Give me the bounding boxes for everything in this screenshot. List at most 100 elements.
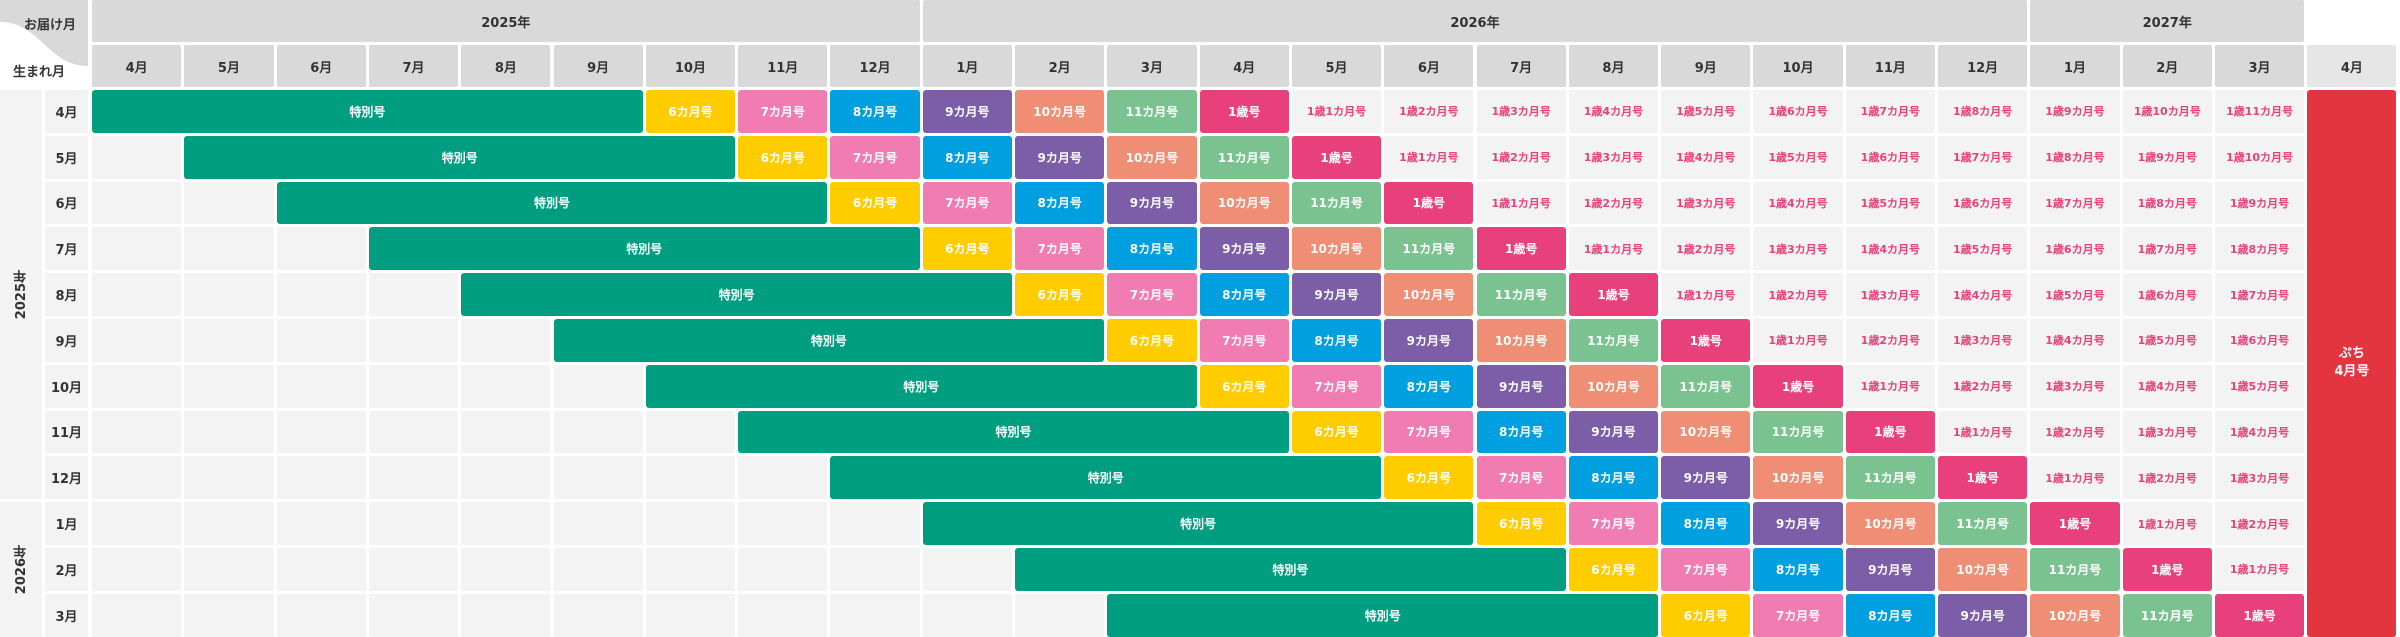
issue-age-cell[interactable]: 1歳8カ月号 <box>2214 227 2305 271</box>
issue-age-cell[interactable]: 1歳3カ月号 <box>2030 364 2120 408</box>
issue-cell[interactable]: 11カ月号 <box>1384 227 1474 271</box>
issue-age-cell[interactable]: 1歳4カ月号 <box>1845 227 1935 271</box>
issue-cell[interactable]: 11カ月号 <box>2030 548 2120 591</box>
issue-age-cell[interactable]: 1歳4カ月号 <box>2214 410 2305 454</box>
issue-cell[interactable]: 6カ月号 <box>1199 364 1289 408</box>
special-issue-block[interactable]: 特別号 <box>1015 548 1566 591</box>
issue-age-cell[interactable]: 1歳10カ月号 <box>2122 90 2212 133</box>
issue-age-cell[interactable]: 1歳3カ月号 <box>1476 90 1566 133</box>
issue-cell[interactable]: 6カ月号 <box>1476 502 1566 545</box>
issue-age-cell[interactable]: 1歳2カ月号 <box>1938 364 2028 408</box>
issue-cell[interactable]: 8カ月号 <box>1476 410 1566 454</box>
issue-age-cell[interactable]: 1歳7カ月号 <box>1938 135 2028 179</box>
issue-cell[interactable]: 11カ月号 <box>1291 181 1382 225</box>
issue-age-cell[interactable]: 1歳1カ月号 <box>1845 364 1935 408</box>
issue-age-cell[interactable]: 1歳8カ月号 <box>1938 90 2028 133</box>
issue-age-cell[interactable]: 1歳2カ月号 <box>1753 273 1843 316</box>
issue-age-cell[interactable]: 1歳1カ月号 <box>1384 135 1474 179</box>
issue-cell[interactable]: 9カ月号 <box>1199 227 1289 271</box>
special-issue-block[interactable]: 特別号 <box>1107 593 1659 637</box>
issue-age-cell[interactable]: 1歳5カ月号 <box>2214 364 2305 408</box>
issue-cell[interactable]: 6カ月号 <box>1384 456 1474 500</box>
issue-cell[interactable]: 9カ月号 <box>1476 364 1566 408</box>
issue-age-cell[interactable]: 1歳3カ月号 <box>2122 410 2212 454</box>
issue-cell[interactable]: 1歳号 <box>1384 181 1474 225</box>
issue-age-cell[interactable]: 1歳6カ月号 <box>2122 273 2212 316</box>
issue-cell[interactable]: 1歳号 <box>1661 319 1751 362</box>
issue-age-cell[interactable]: 1歳1カ月号 <box>1753 319 1843 362</box>
issue-cell[interactable]: 10カ月号 <box>1845 502 1935 545</box>
issue-age-cell[interactable]: 1歳3カ月号 <box>1661 181 1751 225</box>
issue-age-cell[interactable]: 1歳3カ月号 <box>1845 273 1935 316</box>
issue-age-cell[interactable]: 1歳1カ月号 <box>1291 90 1382 133</box>
issue-age-cell[interactable]: 1歳2カ月号 <box>2214 502 2305 545</box>
issue-age-cell[interactable]: 1歳8カ月号 <box>2122 181 2212 225</box>
issue-age-cell[interactable]: 1歳6カ月号 <box>1753 90 1843 133</box>
final-issue-block[interactable]: ぷち 4月号 <box>2307 90 2397 637</box>
issue-age-cell[interactable]: 1歳5カ月号 <box>1845 181 1935 225</box>
issue-cell[interactable]: 10カ月号 <box>1568 364 1659 408</box>
issue-cell[interactable]: 7カ月号 <box>1199 319 1289 362</box>
special-issue-block[interactable]: 特別号 <box>645 364 1197 408</box>
issue-age-cell[interactable]: 1歳2カ月号 <box>2030 410 2120 454</box>
issue-cell[interactable]: 6カ月号 <box>738 135 828 179</box>
issue-cell[interactable]: 9カ月号 <box>1291 273 1382 316</box>
issue-age-cell[interactable]: 1歳1カ月号 <box>2122 502 2212 545</box>
issue-cell[interactable]: 9カ月号 <box>1938 593 2028 637</box>
special-issue-block[interactable]: 特別号 <box>184 135 736 179</box>
issue-age-cell[interactable]: 1歳6カ月号 <box>2030 227 2120 271</box>
issue-cell[interactable]: 1歳号 <box>1476 227 1566 271</box>
issue-cell[interactable]: 8カ月号 <box>1291 319 1382 362</box>
issue-age-cell[interactable]: 1歳2カ月号 <box>1384 90 1474 133</box>
issue-cell[interactable]: 9カ月号 <box>1568 410 1659 454</box>
issue-age-cell[interactable]: 1歳5カ月号 <box>2030 273 2120 316</box>
issue-cell[interactable]: 10カ月号 <box>1476 319 1566 362</box>
special-issue-block[interactable]: 特別号 <box>553 319 1105 362</box>
issue-cell[interactable]: 6カ月号 <box>830 181 920 225</box>
issue-cell[interactable]: 10カ月号 <box>1661 410 1751 454</box>
issue-cell[interactable]: 6カ月号 <box>645 90 736 133</box>
issue-age-cell[interactable]: 1歳1カ月号 <box>1568 227 1659 271</box>
special-issue-block[interactable]: 特別号 <box>461 273 1012 316</box>
issue-cell[interactable]: 11カ月号 <box>1661 364 1751 408</box>
issue-cell[interactable]: 7カ月号 <box>1661 548 1751 591</box>
special-issue-block[interactable]: 特別号 <box>922 502 1474 545</box>
issue-cell[interactable]: 10カ月号 <box>2030 593 2120 637</box>
issue-age-cell[interactable]: 1歳2カ月号 <box>2122 456 2212 500</box>
issue-age-cell[interactable]: 1歳6カ月号 <box>1938 181 2028 225</box>
issue-age-cell[interactable]: 1歳7カ月号 <box>2122 227 2212 271</box>
issue-cell[interactable]: 9カ月号 <box>1661 456 1751 500</box>
issue-cell[interactable]: 7カ月号 <box>1384 410 1474 454</box>
issue-age-cell[interactable]: 1歳6カ月号 <box>1845 135 1935 179</box>
issue-cell[interactable]: 11カ月号 <box>1107 90 1197 133</box>
issue-age-cell[interactable]: 1歳3カ月号 <box>2214 456 2305 500</box>
issue-age-cell[interactable]: 1歳4カ月号 <box>2122 364 2212 408</box>
issue-age-cell[interactable]: 1歳1カ月号 <box>1938 410 2028 454</box>
issue-cell[interactable]: 11カ月号 <box>1938 502 2028 545</box>
issue-age-cell[interactable]: 1歳9カ月号 <box>2030 90 2120 133</box>
issue-age-cell[interactable]: 1歳3カ月号 <box>1568 135 1659 179</box>
issue-age-cell[interactable]: 1歳5カ月号 <box>2122 319 2212 362</box>
issue-cell[interactable]: 10カ月号 <box>1107 135 1197 179</box>
issue-age-cell[interactable]: 1歳3カ月号 <box>1938 319 2028 362</box>
issue-age-cell[interactable]: 1歳2カ月号 <box>1568 181 1659 225</box>
issue-cell[interactable]: 9カ月号 <box>922 90 1012 133</box>
issue-cell[interactable]: 8カ月号 <box>1661 502 1751 545</box>
issue-cell[interactable]: 1歳号 <box>1291 135 1382 179</box>
issue-cell[interactable]: 6カ月号 <box>1568 548 1659 591</box>
issue-cell[interactable]: 8カ月号 <box>922 135 1012 179</box>
issue-cell[interactable]: 1歳号 <box>1938 456 2028 500</box>
issue-cell[interactable]: 8カ月号 <box>1753 548 1843 591</box>
issue-cell[interactable]: 9カ月号 <box>1845 548 1935 591</box>
issue-cell[interactable]: 1歳号 <box>2030 502 2120 545</box>
issue-cell[interactable]: 11カ月号 <box>1845 456 1935 500</box>
issue-cell[interactable]: 1歳号 <box>1568 273 1659 316</box>
issue-cell[interactable]: 8カ月号 <box>1384 364 1474 408</box>
issue-cell[interactable]: 7カ月号 <box>1568 502 1659 545</box>
issue-cell[interactable]: 9カ月号 <box>1107 181 1197 225</box>
issue-age-cell[interactable]: 1歳6カ月号 <box>2214 319 2305 362</box>
issue-cell[interactable]: 6カ月号 <box>1661 593 1751 637</box>
issue-cell[interactable]: 10カ月号 <box>1938 548 2028 591</box>
issue-cell[interactable]: 7カ月号 <box>1015 227 1105 271</box>
issue-cell[interactable]: 9カ月号 <box>1384 319 1474 362</box>
